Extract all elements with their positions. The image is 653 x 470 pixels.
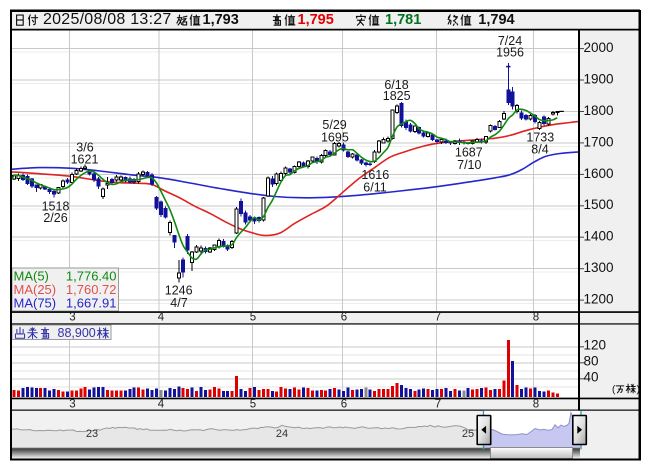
svg-text:1400: 1400 <box>584 229 614 244</box>
svg-text:3: 3 <box>69 399 75 411</box>
svg-text:7: 7 <box>435 399 441 411</box>
svg-text:): ) <box>637 385 640 396</box>
svg-text:24: 24 <box>276 428 288 440</box>
svg-text:7/10: 7/10 <box>457 158 481 172</box>
svg-text:(: ( <box>612 385 616 396</box>
svg-text:1956: 1956 <box>496 46 524 60</box>
svg-text:1,793: 1,793 <box>203 12 239 28</box>
svg-text:23: 23 <box>86 428 98 440</box>
svg-text:120: 120 <box>584 337 607 352</box>
svg-text:7/24: 7/24 <box>498 34 522 48</box>
svg-text:MA(5): MA(5) <box>14 269 49 284</box>
svg-text:4: 4 <box>158 399 165 411</box>
svg-text:88,900: 88,900 <box>58 326 96 340</box>
svg-text:1695: 1695 <box>321 131 349 145</box>
svg-text:1733: 1733 <box>526 130 554 144</box>
svg-text:6/11: 6/11 <box>363 181 386 195</box>
svg-text:1800: 1800 <box>584 103 614 118</box>
svg-text:3/6: 3/6 <box>76 141 93 155</box>
svg-text:1687: 1687 <box>455 146 483 160</box>
svg-text:1500: 1500 <box>584 197 614 212</box>
svg-text:1616: 1616 <box>361 168 389 182</box>
svg-text:1,794: 1,794 <box>478 12 514 28</box>
svg-text:1700: 1700 <box>584 134 614 149</box>
svg-text:1518: 1518 <box>42 199 70 213</box>
svg-text:40: 40 <box>584 369 599 384</box>
svg-text:3: 3 <box>69 311 75 323</box>
svg-text:1,667.91: 1,667.91 <box>66 296 117 311</box>
svg-text:5/29: 5/29 <box>322 118 346 132</box>
svg-text:8: 8 <box>533 399 539 411</box>
svg-text:1200: 1200 <box>584 292 614 307</box>
svg-text:1621: 1621 <box>71 152 99 166</box>
svg-text:1,781: 1,781 <box>385 12 421 28</box>
svg-text:1600: 1600 <box>584 166 614 181</box>
svg-text:1,776.40: 1,776.40 <box>66 269 117 284</box>
svg-text:8/4: 8/4 <box>531 143 548 157</box>
svg-text:1246: 1246 <box>165 284 193 298</box>
svg-text:2/26: 2/26 <box>43 211 67 225</box>
svg-text:25: 25 <box>462 428 474 440</box>
svg-text:5: 5 <box>250 399 256 411</box>
svg-text:8: 8 <box>533 311 539 323</box>
svg-text:MA(75): MA(75) <box>14 296 57 311</box>
svg-text:4: 4 <box>158 311 165 323</box>
svg-text:7: 7 <box>435 311 441 323</box>
svg-text:MA(25): MA(25) <box>14 282 57 297</box>
svg-text:2000: 2000 <box>584 40 614 55</box>
svg-text:2025/08/08 13:27: 2025/08/08 13:27 <box>43 11 172 28</box>
svg-text:1900: 1900 <box>584 71 614 86</box>
svg-text:4/7: 4/7 <box>170 296 187 310</box>
svg-text:1,760.72: 1,760.72 <box>66 282 117 297</box>
svg-text:1825: 1825 <box>383 89 411 103</box>
svg-text:6: 6 <box>341 311 347 323</box>
svg-text:6: 6 <box>341 399 347 411</box>
svg-text:1300: 1300 <box>584 260 614 275</box>
svg-text:6/18: 6/18 <box>384 78 408 92</box>
svg-text:1,795: 1,795 <box>298 12 334 28</box>
svg-text:5: 5 <box>250 311 256 323</box>
svg-text:80: 80 <box>584 353 599 368</box>
